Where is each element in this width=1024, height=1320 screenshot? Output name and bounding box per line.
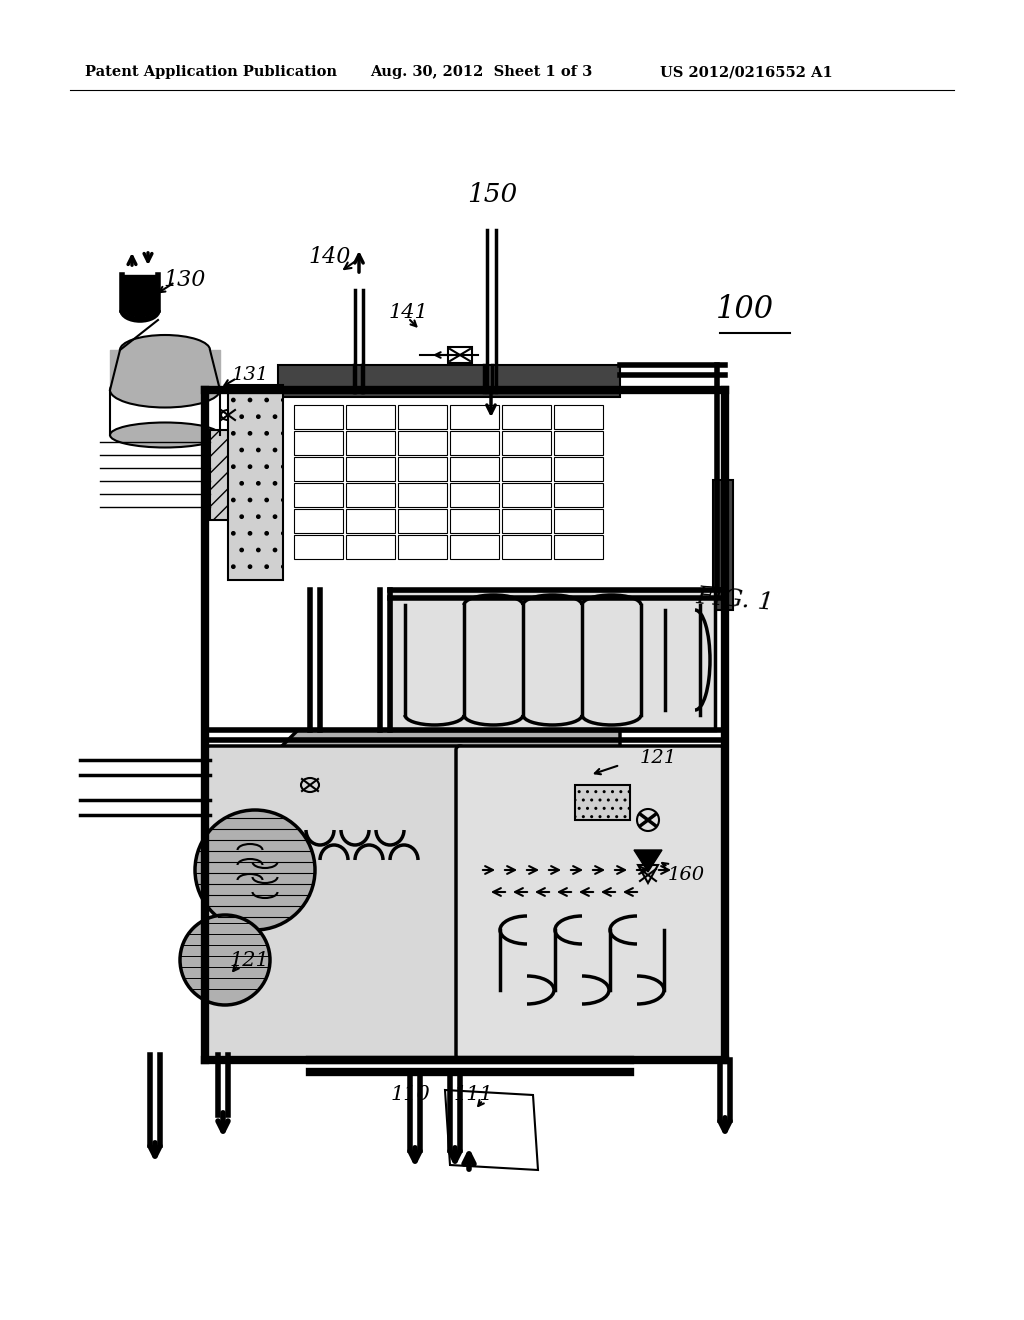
Bar xyxy=(346,510,395,533)
Bar xyxy=(554,457,603,480)
Bar xyxy=(502,457,551,480)
Text: 111: 111 xyxy=(454,1085,493,1105)
Bar xyxy=(450,457,499,480)
Bar xyxy=(450,510,499,533)
Ellipse shape xyxy=(120,335,210,366)
Bar xyxy=(502,510,551,533)
Bar xyxy=(554,483,603,507)
Ellipse shape xyxy=(110,372,220,408)
Text: Aug. 30, 2012  Sheet 1 of 3: Aug. 30, 2012 Sheet 1 of 3 xyxy=(370,65,592,79)
Bar xyxy=(398,432,447,455)
Text: 121: 121 xyxy=(640,748,677,767)
Bar xyxy=(398,535,447,558)
Bar xyxy=(346,432,395,455)
Bar xyxy=(398,457,447,480)
Text: US 2012/0216552 A1: US 2012/0216552 A1 xyxy=(660,65,833,79)
Bar xyxy=(575,785,630,820)
Bar xyxy=(398,510,447,533)
Bar xyxy=(346,483,395,507)
Bar xyxy=(346,457,395,480)
Bar xyxy=(294,483,343,507)
Bar xyxy=(713,480,733,610)
Bar xyxy=(398,483,447,507)
Bar xyxy=(278,366,620,397)
Text: FIG. 1: FIG. 1 xyxy=(695,585,775,615)
Text: 121: 121 xyxy=(230,950,269,969)
Text: 131: 131 xyxy=(231,366,268,384)
Bar xyxy=(294,457,343,480)
Bar xyxy=(294,405,343,429)
Bar xyxy=(502,405,551,429)
Text: 160: 160 xyxy=(668,866,706,884)
Bar xyxy=(294,432,343,455)
Bar xyxy=(450,483,499,507)
Bar xyxy=(450,432,499,455)
Text: Patent Application Publication: Patent Application Publication xyxy=(85,65,337,79)
Bar xyxy=(554,535,603,558)
Polygon shape xyxy=(634,850,662,873)
Text: 141: 141 xyxy=(388,304,428,322)
Ellipse shape xyxy=(125,302,155,318)
Bar xyxy=(390,590,715,730)
FancyBboxPatch shape xyxy=(456,746,724,1059)
Bar xyxy=(450,405,499,429)
Bar xyxy=(294,510,343,533)
Polygon shape xyxy=(278,730,620,954)
Ellipse shape xyxy=(110,422,220,447)
FancyBboxPatch shape xyxy=(206,746,464,1059)
Bar xyxy=(346,535,395,558)
Bar xyxy=(228,385,283,579)
Text: 140: 140 xyxy=(309,246,351,268)
Bar xyxy=(294,535,343,558)
Bar xyxy=(449,347,472,363)
Bar xyxy=(554,405,603,429)
Bar xyxy=(554,432,603,455)
Bar xyxy=(210,430,240,520)
Bar xyxy=(398,405,447,429)
Bar xyxy=(502,483,551,507)
Bar xyxy=(502,535,551,558)
Bar xyxy=(346,405,395,429)
Text: 130: 130 xyxy=(164,269,206,290)
Text: 110: 110 xyxy=(390,1085,430,1105)
Text: 100: 100 xyxy=(716,294,774,326)
Circle shape xyxy=(195,810,315,931)
Bar xyxy=(502,432,551,455)
Circle shape xyxy=(180,915,270,1005)
Bar xyxy=(554,510,603,533)
Bar xyxy=(450,535,499,558)
Text: 150: 150 xyxy=(467,182,517,207)
